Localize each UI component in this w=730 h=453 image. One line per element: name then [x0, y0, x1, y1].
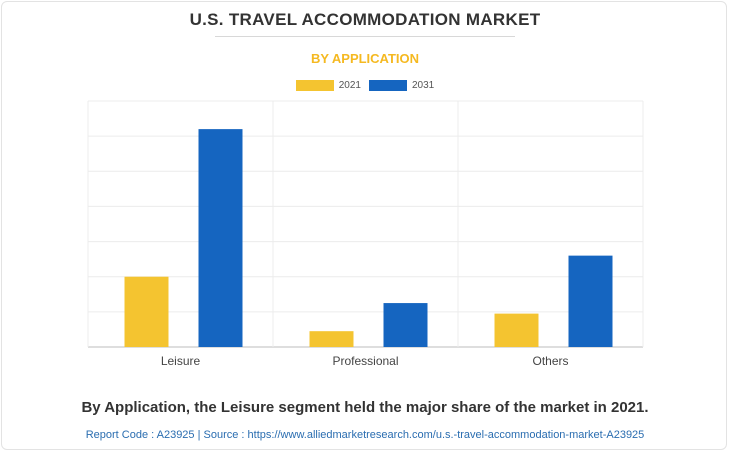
legend-item-2031[interactable]: 2031 [369, 80, 434, 91]
legend-item-2021[interactable]: 2021 [295, 80, 361, 91]
legend-label-2031: 2031 [412, 80, 435, 91]
x-tick-label-professional: Professional [332, 354, 398, 368]
bar-others-2021 [494, 313, 539, 347]
chart-subtitle: BY APPLICATION [310, 51, 420, 66]
chart-title: U.S. TRAVEL ACCOMMODATION MARKET [189, 10, 541, 29]
x-tick-label-others: Others [532, 354, 568, 368]
bar-leisure-2021 [124, 276, 169, 347]
bar-leisure-2031 [198, 129, 243, 347]
bar-professional-2031 [383, 303, 428, 347]
legend-label-2021: 2021 [338, 80, 361, 91]
x-tick-label-leisure: Leisure [161, 354, 201, 368]
title-divider [215, 36, 515, 37]
legend: 2021 2031 [0, 80, 730, 91]
legend-swatch-2021 [295, 80, 334, 91]
legend-swatch-2031 [369, 80, 407, 91]
bar-others-2031 [568, 255, 613, 347]
source-line[interactable]: Report Code : A23925 | Source : https://… [85, 429, 645, 441]
chart-caption: By Application, the Leisure segment held… [81, 399, 649, 416]
bar-professional-2021 [309, 331, 354, 347]
